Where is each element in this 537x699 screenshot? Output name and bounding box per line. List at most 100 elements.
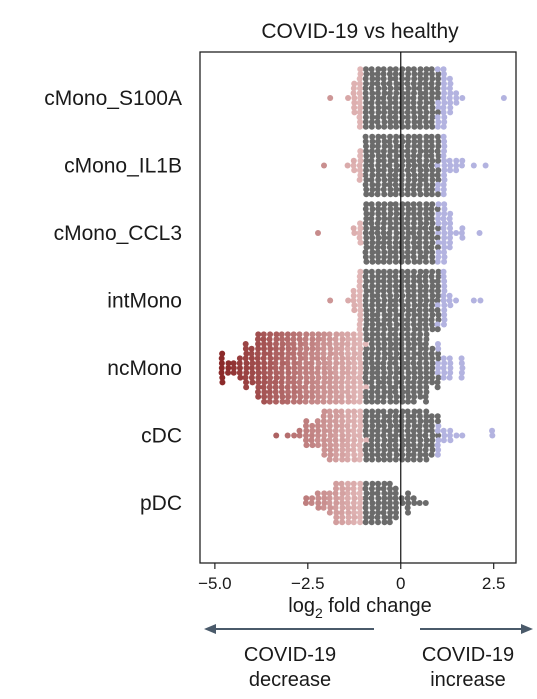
data-point [248,355,255,362]
data-point [363,148,370,155]
data-point [356,355,363,362]
data-point [386,427,393,434]
data-point [344,485,351,492]
data-point [332,504,339,511]
data-point [435,157,442,164]
data-point [434,85,441,92]
data-point [350,369,357,376]
data-point [381,336,388,343]
data-point [404,389,411,395]
data-point [417,268,424,275]
data-point [398,495,405,502]
data-point [363,201,370,208]
data-point [350,379,357,386]
data-point [375,234,382,241]
data-point [303,418,310,425]
data-point [434,384,441,391]
data-point [381,427,388,434]
data-point [447,302,454,309]
data-point [446,215,453,222]
data-point [297,345,304,352]
data-point [278,355,285,362]
data-point [315,442,322,449]
data-point [423,201,430,208]
data-point [321,432,328,439]
data-point [362,249,369,256]
data-point [410,254,417,260]
data-point [470,297,477,304]
data-point [290,336,297,343]
data-point [291,393,298,400]
data-point [285,374,292,381]
data-point [356,75,363,82]
data-point [405,432,412,439]
data-point [453,157,460,164]
data-point [429,268,436,275]
data-point [411,302,418,309]
data-point [242,341,249,347]
data-point [375,321,382,328]
data-point [303,369,310,376]
data-point [339,514,346,521]
data-point [327,369,334,376]
data-point [410,336,417,343]
data-point [351,509,358,516]
data-point [363,451,370,458]
data-point [375,176,382,183]
data-point [410,249,417,256]
data-point [435,201,442,208]
x-axis-label: log2 fold change [288,595,431,621]
data-point [405,292,412,299]
data-point [434,369,441,376]
data-point [284,331,291,338]
data-point [393,234,400,241]
data-point [416,133,423,140]
data-point [423,249,430,256]
data-point [387,341,394,347]
data-point [374,244,381,251]
data-point [380,398,387,405]
data-point [404,80,411,87]
data-point [363,355,370,362]
data-point [266,350,273,357]
data-point [441,311,448,318]
data-point [429,355,436,362]
data-point [411,341,418,347]
data-point [302,355,309,362]
data-point [405,490,412,497]
data-point [429,109,436,116]
data-point [374,90,381,97]
data-point [422,398,429,405]
data-point [416,234,423,241]
data-point [423,418,430,425]
data-point [362,427,369,434]
data-point [417,341,424,347]
data-point [218,360,225,367]
data-point [362,206,369,212]
data-point [261,389,268,395]
data-point [261,398,268,405]
data-point [368,379,375,386]
data-point [441,254,448,260]
data-point [296,350,303,357]
data-point [369,302,376,309]
data-point [369,181,376,188]
data-point [333,374,340,381]
data-point [338,495,345,502]
data-point [327,446,334,453]
data-point [350,384,357,391]
data-point [374,451,381,458]
data-point [344,369,351,376]
data-point [380,206,387,212]
data-point [387,446,394,453]
data-point [429,283,436,290]
data-point [410,181,417,188]
category-labels: cMono_S100AcMono_IL1BcMono_CCL3intMononc… [44,87,182,515]
data-point [363,225,370,232]
data-point [435,239,442,246]
data-point [417,109,424,116]
data-point [350,162,357,169]
data-point [272,379,279,386]
data-point [386,95,393,101]
data-point [387,422,394,429]
